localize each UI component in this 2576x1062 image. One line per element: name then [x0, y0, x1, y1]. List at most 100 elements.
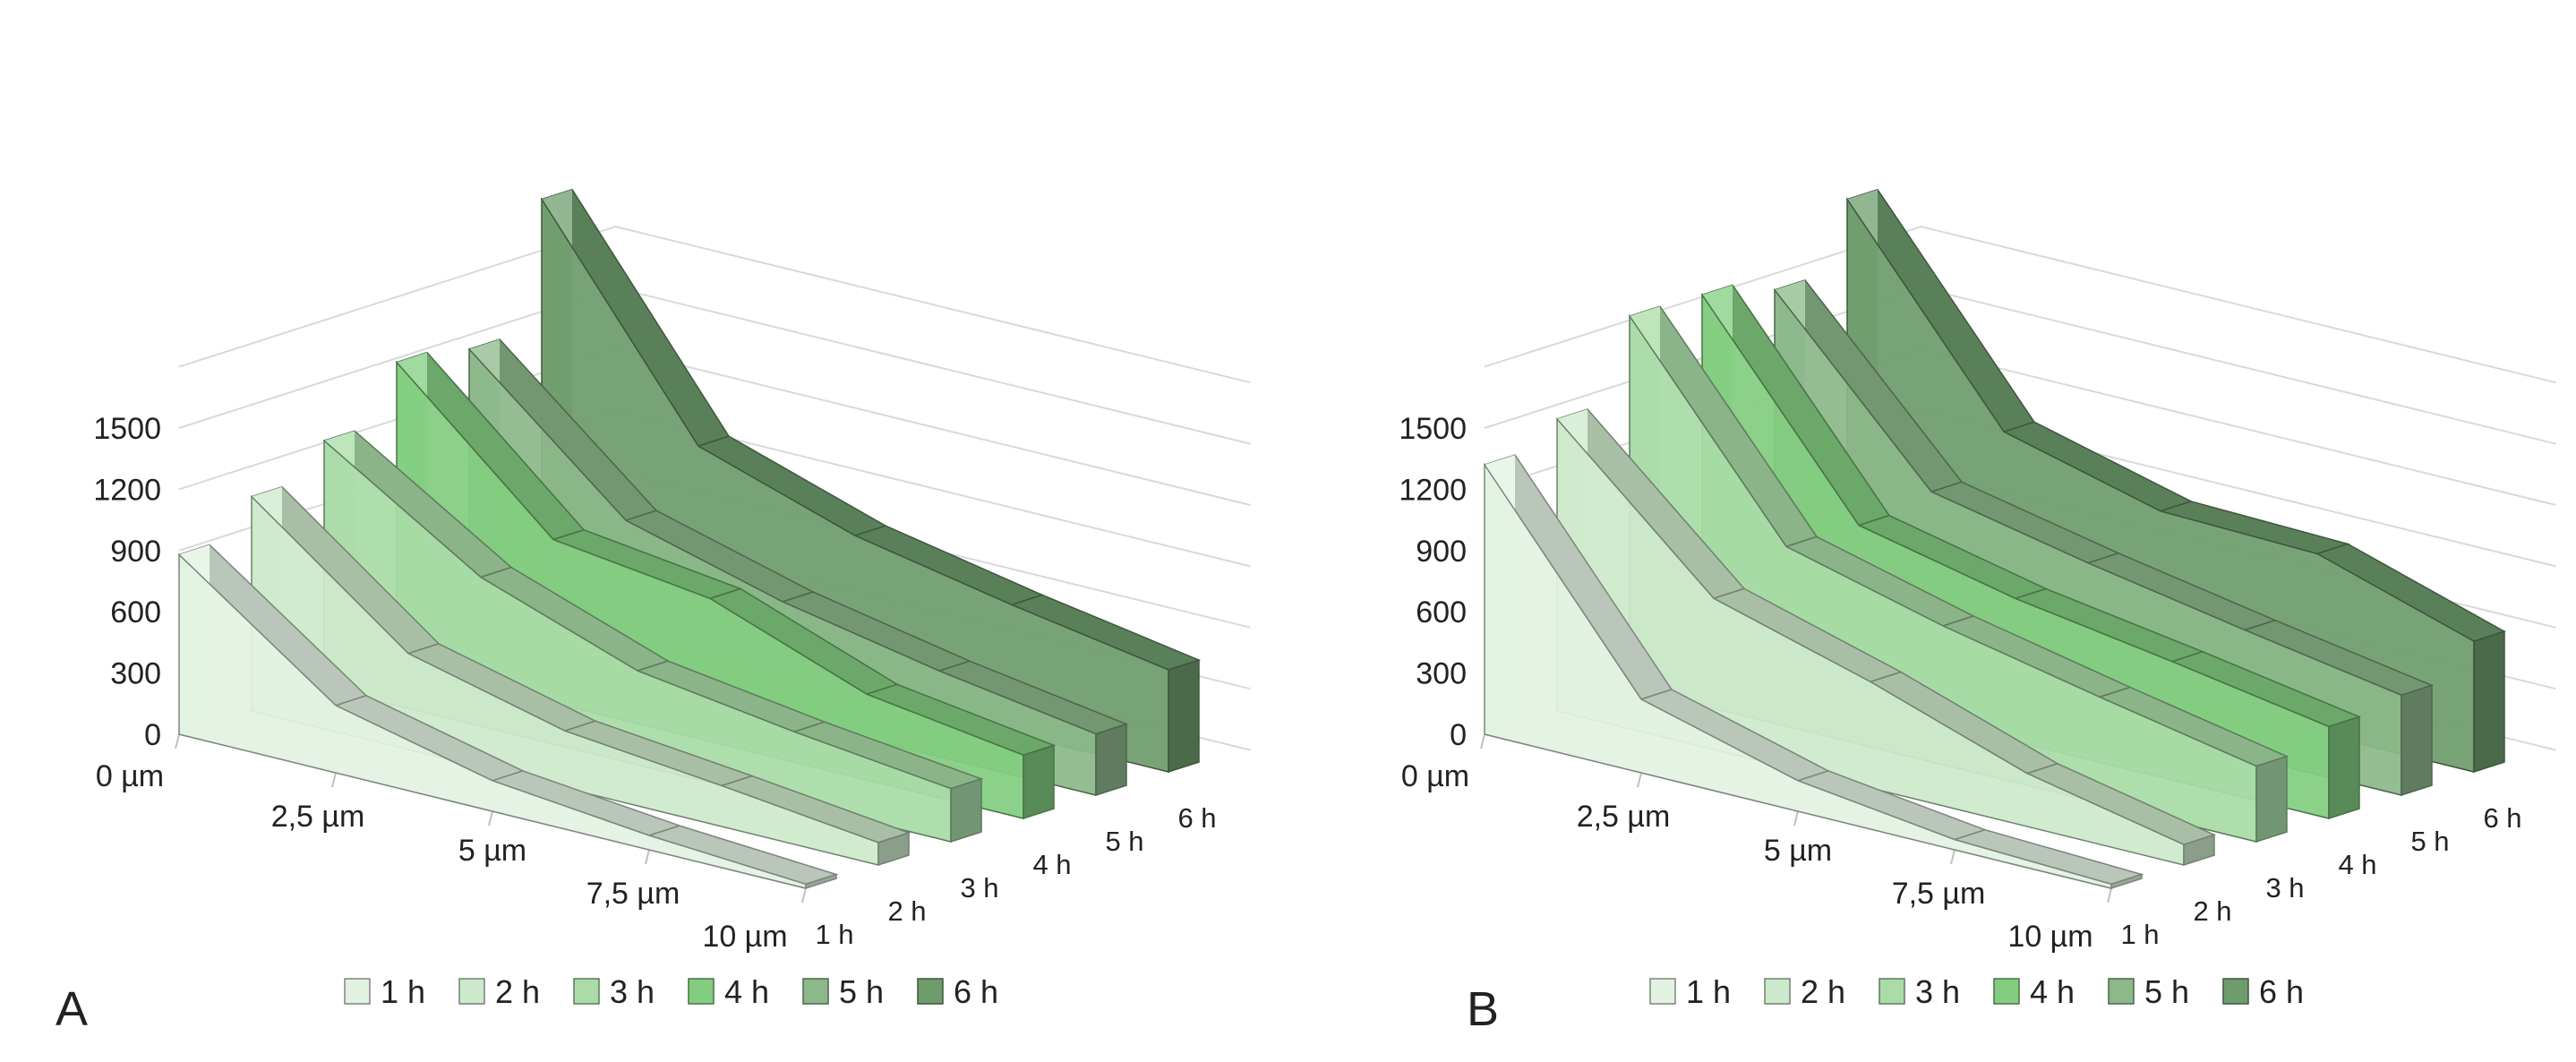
x-tick-mark: [175, 733, 180, 749]
legend-label: 3 h: [610, 973, 655, 1010]
data-point: [948, 786, 954, 792]
legend-label: 6 h: [2259, 973, 2304, 1010]
data-point: [803, 881, 809, 886]
series-ribbon-1h: [1482, 454, 2144, 890]
data-point: [2001, 429, 2007, 434]
data-point: [333, 703, 338, 708]
data-point: [2242, 628, 2247, 633]
series-area-face: [1484, 462, 2112, 889]
x-tick-label: 0 µm: [1401, 759, 1469, 793]
legend-item: 2 h: [458, 973, 540, 1010]
series-axis-label: 3 h: [2265, 872, 2304, 904]
x-tick-label: 2,5 µm: [1577, 800, 1671, 834]
data-point: [2399, 692, 2404, 698]
legend-swatch: [2108, 978, 2135, 1005]
data-point: [792, 729, 797, 734]
data-point: [876, 840, 881, 845]
x-tick-label: 5 µm: [458, 834, 526, 868]
series-right-cap: [1023, 744, 1055, 820]
data-point: [1711, 595, 1716, 601]
x-tick-mark: [331, 772, 337, 788]
y-tick-label: 600: [1416, 595, 1467, 629]
series-axis-label: 2 h: [887, 895, 926, 927]
x-tick-mark: [1637, 772, 1642, 788]
y-tick-label: 1500: [93, 412, 161, 446]
data-point: [1929, 489, 1934, 494]
data-point: [394, 360, 399, 365]
data-point: [2013, 595, 2018, 601]
data-point: [1940, 623, 1946, 629]
series-ribbon-1h: [176, 544, 839, 890]
data-point: [2315, 551, 2320, 556]
data-point: [1093, 732, 1099, 737]
legend-item: 2 h: [1764, 973, 1845, 1010]
data-point: [1627, 313, 1632, 319]
legend-swatch: [688, 978, 715, 1005]
data-point: [2158, 509, 2163, 514]
legend-label: 1 h: [1686, 973, 1731, 1010]
y-tick-label: 900: [1416, 535, 1467, 569]
data-point: [2085, 561, 2091, 566]
series-axis-label: 3 h: [960, 872, 998, 904]
data-point: [1868, 679, 1873, 684]
legend-swatch: [573, 978, 600, 1005]
data-point: [2109, 881, 2114, 886]
data-point: [406, 651, 411, 656]
data-point: [551, 537, 556, 543]
legend-swatch: [2222, 978, 2249, 1005]
legend-label: 5 h: [839, 973, 884, 1010]
panel-label: B: [1467, 982, 1499, 1036]
data-point: [646, 833, 652, 838]
data-point: [2471, 638, 2477, 644]
x-tick-label: 0 µm: [96, 759, 164, 793]
legend-swatch: [1649, 978, 1676, 1005]
data-point: [707, 595, 713, 601]
series-right-cap: [2255, 755, 2288, 844]
series-right-cap: [2110, 873, 2143, 890]
legend-item: 5 h: [2108, 973, 2189, 1010]
data-point: [1482, 462, 1487, 467]
data-point: [466, 347, 472, 352]
data-point: [2024, 771, 2030, 776]
legend-label: 2 h: [1801, 973, 1845, 1010]
data-point: [1639, 697, 1644, 702]
series-area-face: [178, 552, 807, 889]
x-tick-mark: [645, 849, 650, 865]
x-tick-mark: [488, 810, 493, 826]
gridline: [178, 226, 1251, 384]
legend-item: 4 h: [1993, 973, 2075, 1010]
series-right-cap: [2328, 715, 2360, 820]
x-tick-label: 7,5 µm: [586, 877, 680, 911]
data-point: [249, 494, 254, 500]
x-tick-label: 7,5 µm: [1892, 877, 1986, 911]
chart-panel-a: 0 300 600 900 1200 1500 0 µm 2,5 µm 5 µm 7,5 µm 10…: [56, 188, 1251, 1036]
data-point: [176, 552, 182, 557]
series-axis-label: 5 h: [1105, 826, 1143, 857]
data-point: [1856, 523, 1861, 528]
series-axis-label: 6 h: [2483, 802, 2521, 834]
legend-item: 3 h: [1879, 973, 1960, 1010]
y-tick-label: 1500: [1399, 412, 1467, 446]
legend-label: 1 h: [381, 973, 425, 1010]
x-tick-label: 2,5 µm: [271, 800, 365, 834]
data-point: [490, 778, 495, 784]
legend-swatch: [802, 978, 829, 1005]
legend-item: 5 h: [802, 973, 884, 1010]
series-axis-label: 4 h: [1032, 849, 1071, 880]
data-point: [1844, 197, 1850, 202]
data-point: [1772, 287, 1777, 293]
data-point: [1166, 667, 1171, 672]
x-tick-label: 10 µm: [2007, 920, 2092, 954]
x-tick-label: 10 µm: [702, 920, 787, 954]
data-point: [1009, 602, 1014, 607]
y-tick-label: 300: [110, 657, 161, 691]
series-axis-label: 1 h: [2120, 919, 2159, 950]
data-point: [321, 438, 327, 443]
y-tick-label: 300: [1416, 657, 1467, 691]
legend-label: 3 h: [1915, 973, 1960, 1010]
series-right-cap: [2183, 834, 2215, 867]
legend-swatch: [917, 978, 944, 1005]
legend-item: 6 h: [2222, 973, 2304, 1010]
y-tick-label: 0: [144, 718, 161, 752]
